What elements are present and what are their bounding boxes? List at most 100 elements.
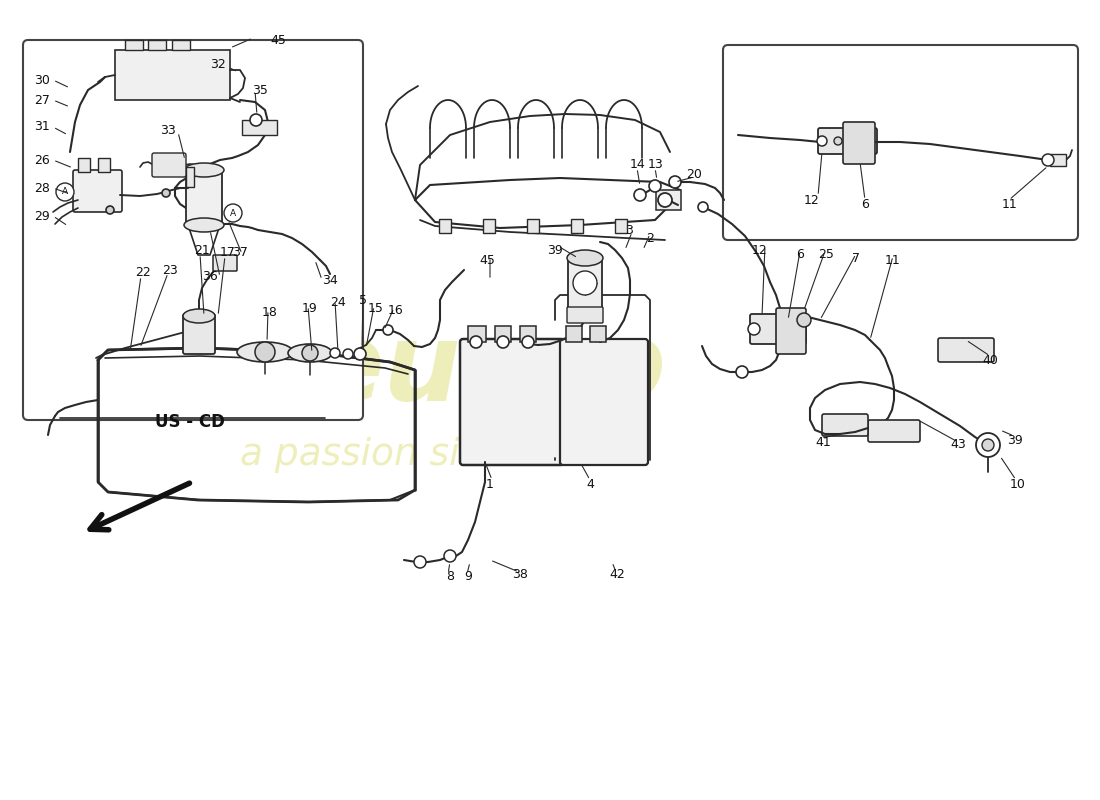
Text: 30: 30 bbox=[34, 74, 50, 86]
FancyBboxPatch shape bbox=[938, 338, 994, 362]
Text: 12: 12 bbox=[804, 194, 820, 206]
Bar bbox=[495, 326, 512, 342]
Circle shape bbox=[748, 323, 760, 335]
FancyBboxPatch shape bbox=[723, 45, 1078, 240]
Bar bbox=[483, 219, 495, 233]
Text: 6: 6 bbox=[796, 249, 804, 262]
Bar bbox=[439, 219, 451, 233]
Text: 45: 45 bbox=[271, 34, 286, 46]
FancyBboxPatch shape bbox=[213, 255, 236, 271]
Circle shape bbox=[302, 345, 318, 361]
Bar bbox=[116, 50, 230, 100]
FancyBboxPatch shape bbox=[843, 122, 874, 164]
FancyBboxPatch shape bbox=[822, 414, 868, 436]
Text: 27: 27 bbox=[34, 94, 50, 106]
Bar bbox=[172, 40, 190, 50]
Text: 36: 36 bbox=[202, 270, 218, 283]
FancyBboxPatch shape bbox=[186, 168, 222, 227]
Bar bbox=[571, 219, 583, 233]
Text: 1: 1 bbox=[486, 478, 494, 491]
Text: 39: 39 bbox=[1008, 434, 1023, 446]
Bar bbox=[1050, 154, 1066, 166]
Circle shape bbox=[834, 137, 842, 145]
Text: a passion since 1985: a passion since 1985 bbox=[240, 437, 635, 473]
FancyBboxPatch shape bbox=[568, 256, 602, 310]
Text: 39: 39 bbox=[547, 243, 563, 257]
Circle shape bbox=[698, 202, 708, 212]
Circle shape bbox=[162, 189, 170, 197]
Ellipse shape bbox=[183, 309, 215, 323]
Text: 26: 26 bbox=[34, 154, 50, 166]
Text: 21: 21 bbox=[194, 243, 210, 257]
Ellipse shape bbox=[566, 250, 603, 266]
Text: 33: 33 bbox=[161, 123, 176, 137]
Bar bbox=[98, 158, 110, 172]
Ellipse shape bbox=[236, 342, 293, 362]
Circle shape bbox=[497, 336, 509, 348]
Bar bbox=[468, 326, 486, 342]
Circle shape bbox=[736, 366, 748, 378]
Circle shape bbox=[649, 180, 661, 192]
Text: 28: 28 bbox=[34, 182, 50, 194]
FancyBboxPatch shape bbox=[868, 420, 920, 442]
Text: 45: 45 bbox=[480, 254, 495, 266]
Text: 2: 2 bbox=[646, 231, 653, 245]
Text: 12: 12 bbox=[752, 243, 768, 257]
Text: 16: 16 bbox=[388, 303, 404, 317]
Text: 11: 11 bbox=[1002, 198, 1018, 210]
Bar bbox=[186, 167, 194, 187]
Text: US - CD: US - CD bbox=[155, 413, 224, 431]
Text: 20: 20 bbox=[686, 167, 702, 181]
Text: 19: 19 bbox=[302, 302, 318, 314]
Text: 6: 6 bbox=[861, 198, 869, 210]
Text: 18: 18 bbox=[262, 306, 278, 318]
FancyBboxPatch shape bbox=[73, 170, 122, 212]
Text: 8: 8 bbox=[446, 570, 454, 582]
FancyBboxPatch shape bbox=[183, 314, 215, 354]
Circle shape bbox=[522, 336, 534, 348]
Text: 34: 34 bbox=[322, 274, 338, 286]
Circle shape bbox=[1042, 154, 1054, 166]
Bar bbox=[125, 40, 143, 50]
Text: A: A bbox=[62, 187, 68, 197]
FancyBboxPatch shape bbox=[23, 40, 363, 420]
Text: 24: 24 bbox=[330, 297, 345, 310]
Text: 29: 29 bbox=[34, 210, 50, 222]
Circle shape bbox=[224, 204, 242, 222]
Text: 15: 15 bbox=[368, 302, 384, 314]
Text: 4: 4 bbox=[586, 478, 594, 491]
Bar bbox=[566, 326, 582, 342]
FancyBboxPatch shape bbox=[152, 153, 186, 177]
Text: A: A bbox=[230, 209, 236, 218]
FancyBboxPatch shape bbox=[818, 128, 877, 154]
Text: 25: 25 bbox=[818, 249, 834, 262]
Text: 23: 23 bbox=[162, 263, 178, 277]
Bar bbox=[520, 326, 536, 342]
Circle shape bbox=[634, 189, 646, 201]
Circle shape bbox=[343, 349, 353, 359]
Circle shape bbox=[658, 193, 672, 207]
Bar bbox=[615, 219, 627, 233]
FancyBboxPatch shape bbox=[560, 339, 648, 465]
Text: 35: 35 bbox=[252, 83, 268, 97]
Ellipse shape bbox=[288, 344, 332, 362]
Text: 37: 37 bbox=[232, 246, 248, 258]
Circle shape bbox=[414, 556, 426, 568]
Text: 38: 38 bbox=[513, 569, 528, 582]
Bar bbox=[242, 120, 277, 135]
Circle shape bbox=[354, 348, 366, 360]
Ellipse shape bbox=[184, 218, 224, 232]
Bar bbox=[148, 40, 166, 50]
Text: 22: 22 bbox=[135, 266, 151, 278]
Circle shape bbox=[56, 183, 74, 201]
Circle shape bbox=[470, 336, 482, 348]
Text: 9: 9 bbox=[464, 570, 472, 582]
Text: 17: 17 bbox=[220, 246, 235, 258]
Circle shape bbox=[255, 342, 275, 362]
Circle shape bbox=[444, 550, 456, 562]
Circle shape bbox=[659, 194, 671, 206]
Circle shape bbox=[982, 439, 994, 451]
Ellipse shape bbox=[184, 163, 224, 177]
Bar bbox=[527, 219, 539, 233]
Text: 5: 5 bbox=[359, 294, 367, 306]
